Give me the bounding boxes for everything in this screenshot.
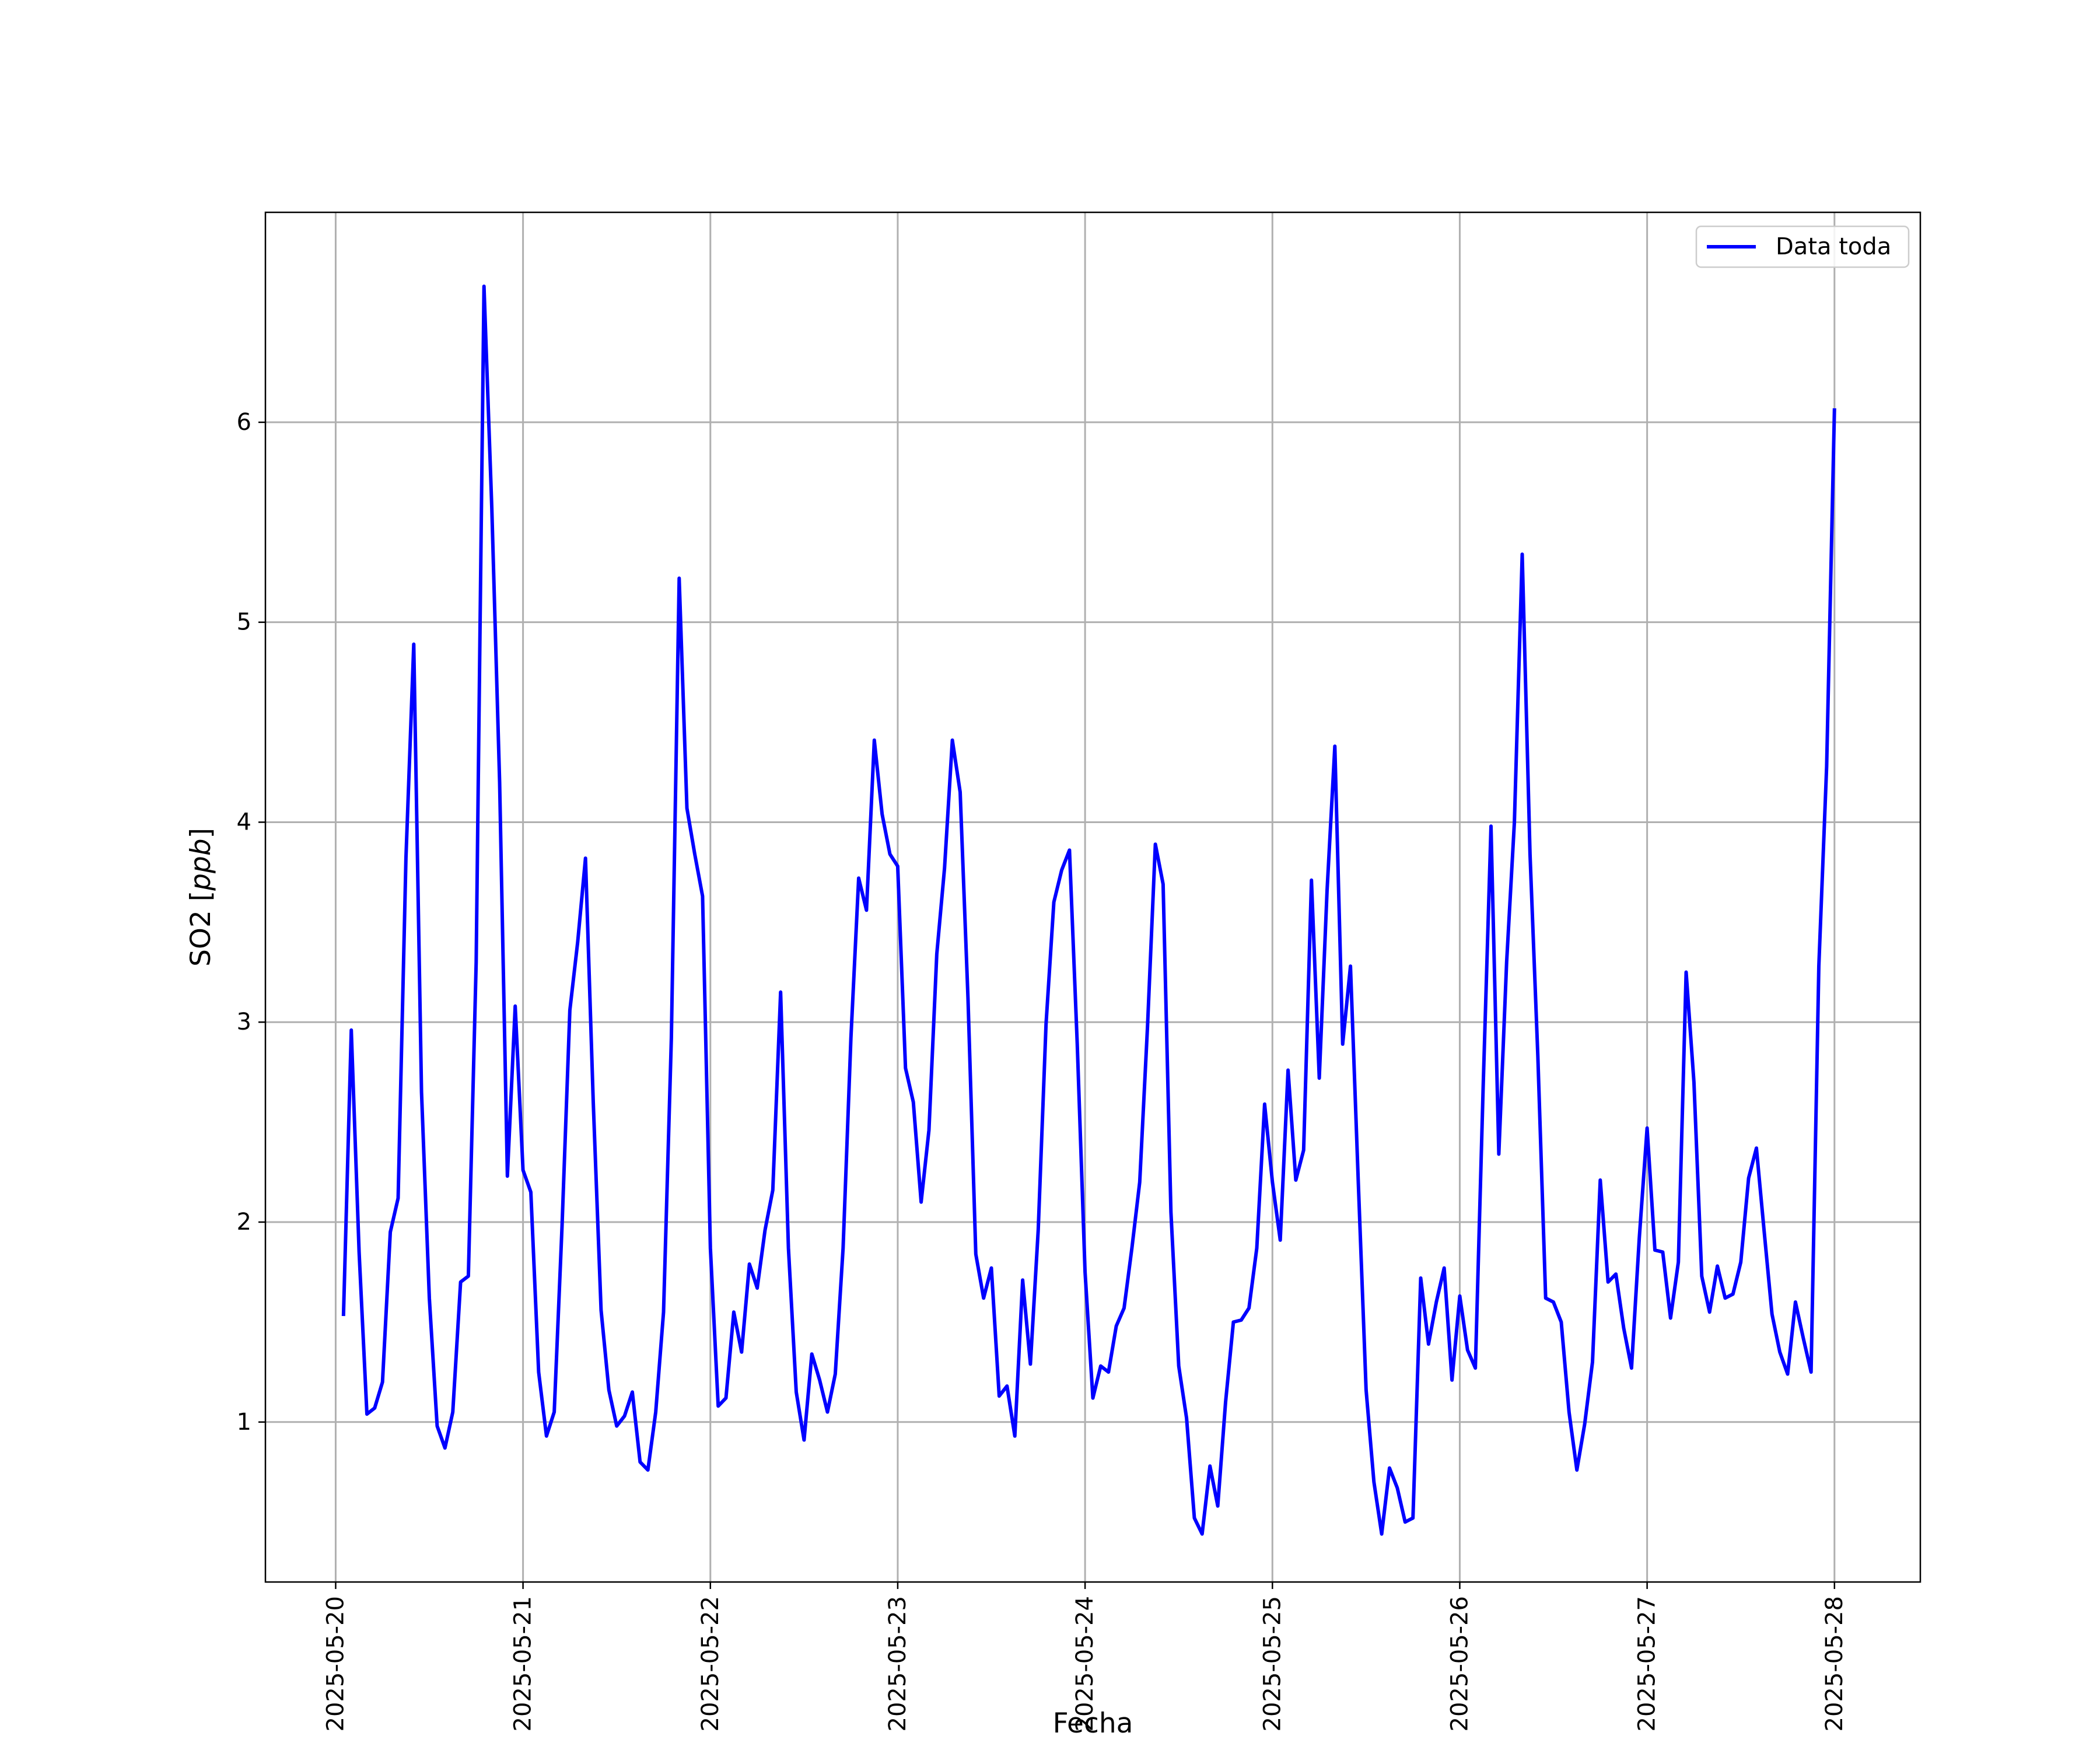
y-axis-label-unit: ppb [185, 838, 217, 891]
y-tick-label: 3 [237, 1009, 251, 1035]
legend: Data toda [1695, 225, 1910, 268]
x-tick-label: 2025-05-27 [1634, 1596, 1661, 1731]
x-tick-label: 2025-05-28 [1821, 1596, 1848, 1731]
x-axis: 2025-05-20 2025-05-21 2025-05-22 2025-05-23… [322, 1582, 1848, 1731]
x-tick-label: 2025-05-21 [510, 1596, 537, 1731]
x-axis-label: Fecha [1053, 1707, 1133, 1740]
y-axis-label: SO2 [ppb] [185, 828, 217, 967]
y-tick-label: 1 [237, 1409, 251, 1436]
legend-label: Data toda [1776, 233, 1891, 260]
series-layer [341, 284, 1836, 1536]
x-tick-label: 2025-05-25 [1259, 1596, 1286, 1731]
grid-lines [265, 212, 1920, 1582]
y-axis-label-close: ] [185, 828, 217, 838]
y-axis: 1 2 3 4 5 6 [237, 409, 265, 1436]
y-tick-label: 4 [237, 808, 251, 835]
legend-box [1695, 225, 1910, 268]
x-tick-label: 2025-05-23 [884, 1596, 911, 1731]
y-tick-label: 6 [237, 409, 251, 436]
y-axis-label-main: SO2 [ [185, 891, 217, 967]
series-line [341, 284, 1836, 1536]
x-tick-label: 2025-05-24 [1072, 1596, 1098, 1731]
x-tick-label: 2025-05-20 [322, 1596, 349, 1731]
x-tick-label: 2025-05-26 [1446, 1596, 1473, 1731]
plot-area-frame [264, 211, 1922, 1583]
y-tick-label: 5 [237, 609, 251, 636]
x-tick-label: 2025-05-22 [697, 1596, 724, 1731]
y-tick-label: 2 [237, 1209, 251, 1236]
